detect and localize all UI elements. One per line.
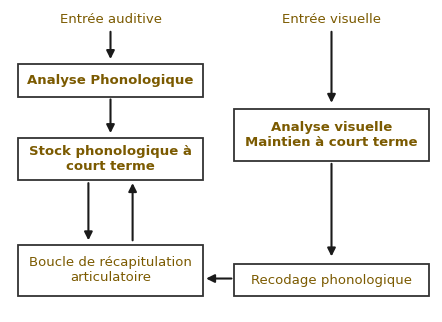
Text: Recodage phonologique: Recodage phonologique xyxy=(251,274,412,287)
Text: Boucle de récapitulation
articulatoire: Boucle de récapitulation articulatoire xyxy=(29,257,192,284)
Text: Analyse visuelle
Maintien à court terme: Analyse visuelle Maintien à court terme xyxy=(245,121,418,149)
Text: Entrée auditive: Entrée auditive xyxy=(60,13,161,26)
FancyBboxPatch shape xyxy=(18,245,203,296)
Text: Entrée visuelle: Entrée visuelle xyxy=(282,13,381,26)
FancyBboxPatch shape xyxy=(234,109,429,161)
FancyBboxPatch shape xyxy=(18,64,203,97)
Text: Analyse Phonologique: Analyse Phonologique xyxy=(27,74,194,87)
FancyBboxPatch shape xyxy=(234,264,429,296)
Text: Stock phonologique à
court terme: Stock phonologique à court terme xyxy=(29,146,192,173)
FancyBboxPatch shape xyxy=(18,138,203,180)
